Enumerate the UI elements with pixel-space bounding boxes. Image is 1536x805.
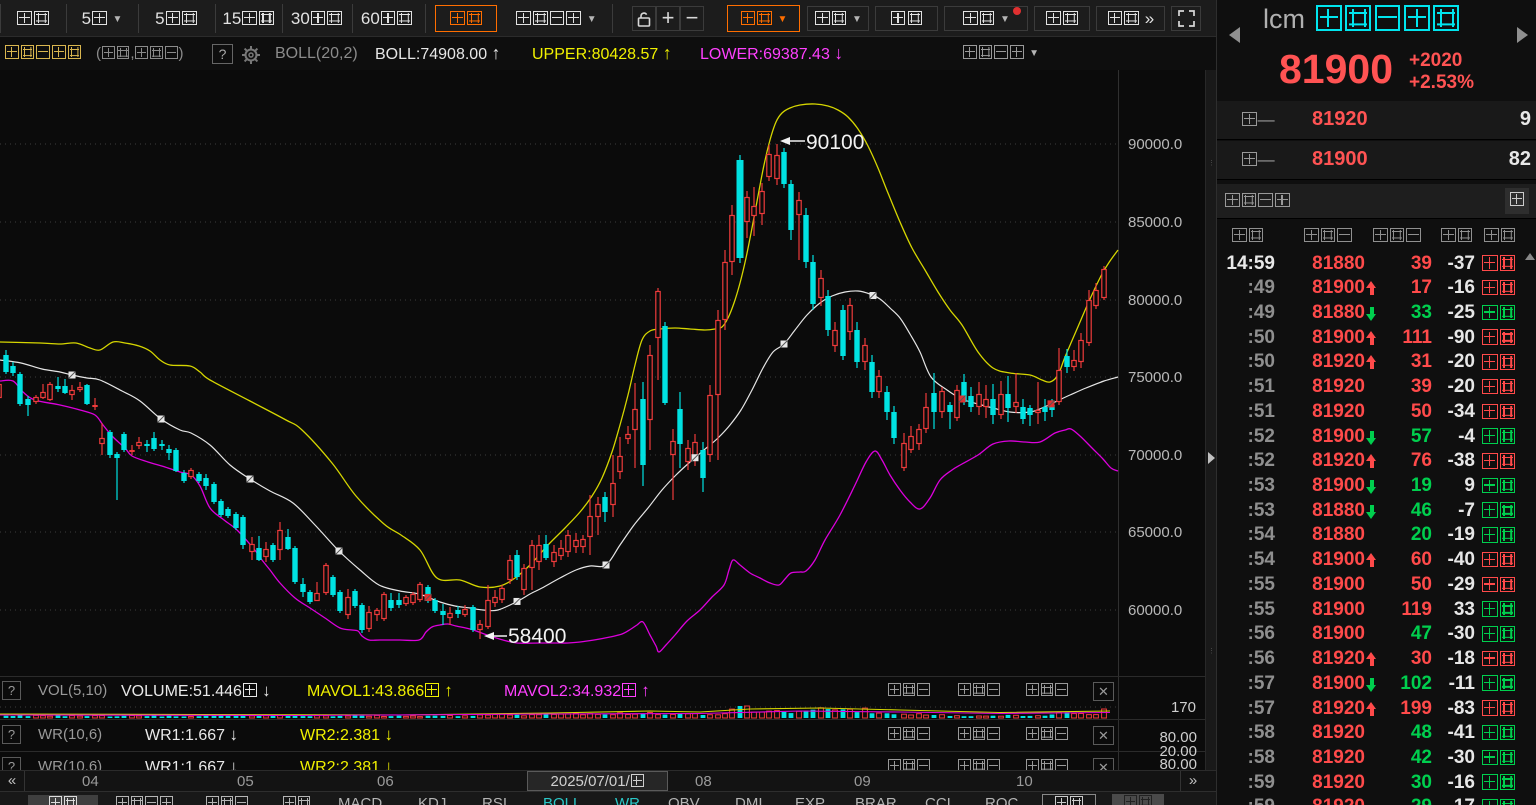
svg-text:90000.0: 90000.0 (1128, 136, 1182, 153)
svg-text:58400: 58400 (508, 625, 566, 648)
svg-text:80000.0: 80000.0 (1128, 292, 1182, 309)
svg-text:85000.0: 85000.0 (1128, 214, 1182, 231)
svg-text:70000.0: 70000.0 (1128, 447, 1182, 464)
svg-text:170: 170 (1171, 699, 1196, 716)
svg-text:90100: 90100 (806, 131, 864, 154)
svg-text:65000.0: 65000.0 (1128, 524, 1182, 541)
svg-text:75000.0: 75000.0 (1128, 369, 1182, 386)
svg-text:60000.0: 60000.0 (1128, 602, 1182, 619)
